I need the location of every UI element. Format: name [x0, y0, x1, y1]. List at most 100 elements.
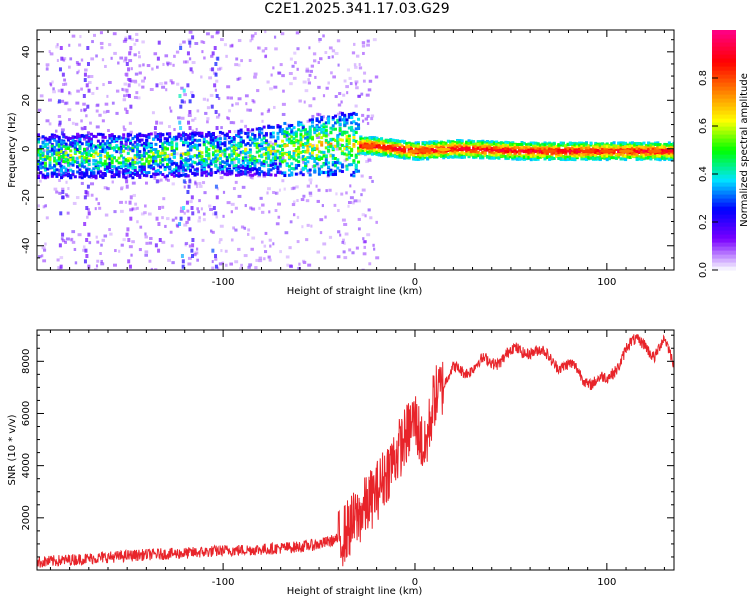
spectrogram-band-cell	[320, 143, 324, 147]
spectrogram-noise-cell	[45, 216, 49, 220]
spectrogram-band-cell	[129, 162, 133, 166]
spectrogram-band-cell	[347, 134, 351, 138]
spectrogram-band-cell	[142, 144, 146, 148]
spectrogram-band-cell	[140, 157, 144, 161]
spectrogram-band-cell	[490, 154, 494, 158]
spectrogram-band-cell	[269, 173, 273, 177]
spectrogram-noise-cell	[249, 39, 252, 43]
spectrogram-band-cell	[389, 149, 393, 153]
spectrogram-band-cell	[476, 150, 480, 154]
spectrogram-band-cell	[244, 147, 248, 151]
spectrogram-streak-cell	[190, 248, 194, 253]
spectrogram-noise-cell	[289, 264, 293, 268]
spectrogram-streak-cell	[128, 200, 132, 205]
spectrogram-band-cell	[672, 154, 674, 158]
spectrogram-band-cell	[267, 164, 271, 168]
spectrogram-band-cell	[490, 140, 494, 144]
spectrogram-band-cell	[80, 142, 84, 146]
spectrogram-noise-cell	[305, 199, 310, 203]
spectrogram-band-cell	[384, 152, 388, 156]
spectrogram-noise-cell	[191, 129, 195, 133]
spectrogram-band-cell	[414, 144, 418, 148]
spectrogram-noise-cell	[306, 223, 310, 227]
spectrogram-noise-cell	[149, 87, 154, 91]
spectrogram-noise-cell	[338, 92, 342, 96]
spectrogram-noise-cell	[282, 89, 285, 93]
spectrogram-band-cell	[39, 147, 43, 151]
spectrogram-noise-cell	[123, 94, 126, 98]
spectrogram-noise-cell	[57, 89, 61, 93]
spectrogram-noise-cell	[326, 151, 330, 155]
spectrogram-band-cell	[368, 148, 372, 152]
spectrogram-band-cell	[414, 157, 418, 161]
spectrogram-band-cell	[117, 172, 121, 176]
spectrogram-noise-cell	[119, 170, 124, 174]
spectrogram-noise-cell	[337, 103, 342, 107]
spectrogram-band-cell	[320, 124, 324, 128]
spectrogram-noise-cell	[361, 188, 366, 192]
spectrogram-noise-cell	[179, 209, 184, 213]
spectrogram-band-cell	[85, 173, 89, 177]
spectrogram-band-cell	[225, 147, 229, 151]
spectrogram-band-cell	[324, 138, 328, 142]
spectrogram-band-cell	[92, 175, 96, 179]
spectrogram-band-cell	[527, 154, 531, 158]
spectrogram-band-cell	[584, 157, 588, 161]
spectrogram-band-cell	[136, 136, 140, 140]
spectrogram-band-cell	[308, 152, 312, 156]
spectrogram-band-cell	[103, 159, 107, 163]
spectrogram-band-cell	[248, 138, 252, 142]
spectrogram-band-cell	[191, 155, 195, 159]
spectrogram-band-cell	[396, 150, 400, 154]
spectrogram-band-cell	[37, 137, 40, 141]
spectrogram-band-cell	[129, 147, 133, 151]
spectrogram-noise-cell	[110, 56, 113, 60]
spectrogram-band-cell	[446, 143, 450, 147]
spectrogram-band-cell	[136, 154, 140, 158]
spectrogram-noise-cell	[229, 121, 234, 125]
spectrogram-band-cell	[571, 154, 575, 158]
spectrogram-band-cell	[207, 157, 211, 161]
spectrogram-band-cell	[474, 150, 478, 154]
spectrogram-band-cell	[368, 136, 372, 140]
spectrogram-band-cell	[106, 141, 110, 145]
spectrogram-band-cell	[37, 165, 40, 169]
spectrogram-peak-cell	[580, 149, 595, 154]
spectrogram-noise-cell	[363, 245, 367, 249]
spectrogram-band-cell	[168, 157, 172, 161]
spectrogram-band-cell	[223, 133, 227, 137]
spectrogram-band-cell	[462, 147, 466, 151]
spectrogram-band-cell	[94, 159, 98, 163]
spectrogram-noise-cell	[169, 106, 172, 110]
spectrogram-band-cell	[188, 145, 192, 149]
spectrogram-band-cell	[416, 142, 420, 146]
spectrogram-noise-cell	[57, 115, 62, 119]
spectrogram-band-cell	[345, 153, 349, 157]
spectrogram-band-cell	[306, 135, 310, 139]
spectrogram-band-cell	[159, 158, 163, 162]
spectrogram-band-cell	[626, 143, 630, 147]
spectrogram-noise-cell	[201, 238, 205, 242]
spectrogram-noise-cell	[317, 113, 322, 117]
spectrogram-band-cell	[66, 136, 70, 140]
spectrogram-band-cell	[559, 143, 563, 147]
spectrogram-band-cell	[327, 161, 331, 165]
spectrogram-band-cell	[186, 167, 190, 171]
spectrogram-band-cell	[62, 173, 66, 177]
spectrogram-band-cell	[343, 113, 347, 117]
spectrogram-noise-cell	[143, 211, 147, 215]
spectrogram-streak-cell	[124, 56, 128, 61]
spectrogram-band-cell	[555, 149, 559, 153]
spectrogram-band-cell	[290, 130, 294, 134]
spectrogram-band-cell	[361, 150, 365, 154]
spectrogram-noise-cell	[123, 128, 127, 132]
spectrogram-noise-cell	[195, 185, 199, 189]
spectrogram-noise-cell	[353, 63, 357, 67]
spectrogram-band-cell	[299, 135, 303, 139]
spectrogram-band-cell	[670, 155, 674, 159]
spectrogram-band-cell	[188, 168, 192, 172]
spectrogram-band-cell	[306, 138, 310, 142]
spectrogram-band-cell	[106, 165, 110, 169]
spectrogram-band-cell	[246, 164, 250, 168]
spectrogram-band-cell	[359, 137, 363, 141]
